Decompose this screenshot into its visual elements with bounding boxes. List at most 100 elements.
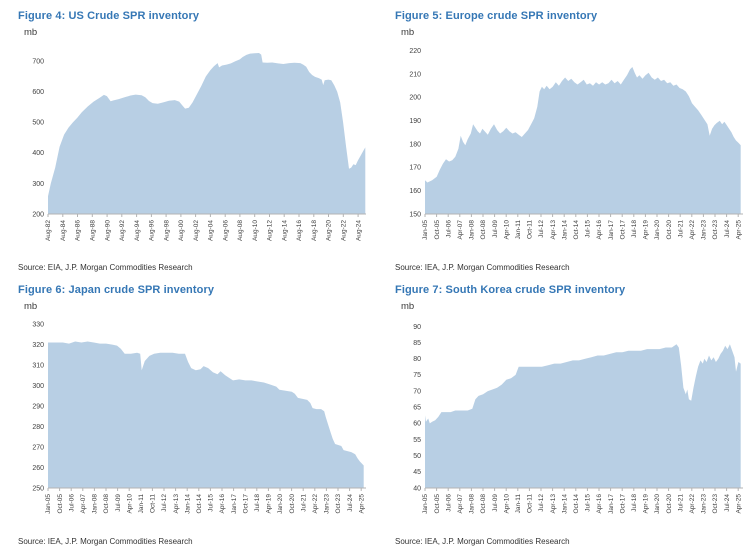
figure-4-unit-label: mb xyxy=(24,27,38,38)
x-tick-label: Aug-12 xyxy=(267,220,274,241)
x-tick-label: Jul-21 xyxy=(677,220,684,238)
x-tick-label: Apr-22 xyxy=(689,494,696,514)
x-tick-label: Jan-08 xyxy=(469,494,476,514)
x-tick-label: Jan-14 xyxy=(184,494,191,514)
x-tick-label: Oct-14 xyxy=(573,220,580,240)
x-tick-label: Aug-04 xyxy=(208,220,215,241)
x-tick-label: Apr-16 xyxy=(219,494,226,514)
x-tick-label: Jan-23 xyxy=(701,494,708,514)
x-tick-label: Jul-06 xyxy=(445,220,452,238)
x-tick-label: Jul-18 xyxy=(631,220,638,238)
y-tick-label: 500 xyxy=(32,120,44,127)
x-tick-label: Aug-24 xyxy=(355,220,362,241)
x-tick-label: Aug-86 xyxy=(75,220,82,241)
x-tick-label: Jul-15 xyxy=(208,494,215,512)
y-tick-label: 40 xyxy=(413,485,421,492)
y-tick-label: 210 xyxy=(409,71,421,78)
x-tick-label: Oct-05 xyxy=(434,494,441,514)
x-tick-label: Jan-20 xyxy=(654,494,661,514)
figure-5-title: Figure 5: Europe crude SPR inventory xyxy=(395,10,598,22)
x-tick-label: Aug-82 xyxy=(45,220,52,241)
y-tick-label: 250 xyxy=(32,485,44,492)
y-tick-label: 220 xyxy=(409,48,421,55)
area-series xyxy=(425,344,741,488)
x-tick-label: Apr-22 xyxy=(312,494,319,514)
x-tick-label: Oct-17 xyxy=(619,494,626,514)
x-tick-label: Aug-94 xyxy=(134,220,141,241)
y-tick-label: 700 xyxy=(32,59,44,66)
figure-6-source: Source: IEA, J.P. Morgan Commodities Res… xyxy=(18,537,193,546)
x-tick-label: Oct-11 xyxy=(527,494,534,513)
x-tick-label: Jan-17 xyxy=(231,494,238,514)
x-tick-label: Jul-24 xyxy=(724,494,731,512)
x-tick-label: Oct-23 xyxy=(335,494,342,514)
x-tick-label: Aug-84 xyxy=(60,220,67,241)
figure-6-unit-label: mb xyxy=(24,301,38,312)
figure-7-panel: Figure 7: South Korea crude SPR inventor… xyxy=(395,282,750,546)
x-tick-label: Aug-16 xyxy=(296,220,303,241)
x-tick-label: Oct-11 xyxy=(527,220,534,239)
area-series xyxy=(48,341,364,488)
x-tick-label: Aug-18 xyxy=(311,220,318,241)
x-tick-label: Apr-19 xyxy=(643,220,650,240)
x-tick-label: Jul-12 xyxy=(538,494,545,512)
x-tick-label: Apr-22 xyxy=(689,220,696,240)
x-tick-label: Jan-11 xyxy=(515,494,522,514)
x-tick-label: Oct-05 xyxy=(434,220,441,240)
x-tick-label: Aug-22 xyxy=(341,220,348,241)
y-tick-label: 180 xyxy=(409,141,421,148)
x-tick-label: Jan-05 xyxy=(45,494,52,514)
x-tick-label: Jul-09 xyxy=(492,220,499,238)
x-tick-label: Oct-20 xyxy=(289,494,296,514)
x-tick-label: Jul-12 xyxy=(161,494,168,512)
x-tick-label: Jul-21 xyxy=(677,494,684,512)
x-tick-label: Apr-16 xyxy=(596,220,603,240)
y-tick-label: 45 xyxy=(413,469,421,476)
figure-5-chart: 150 160 170 180 190 200 210 220 Jan-05 Oct-05 Jul-… xyxy=(395,40,750,261)
y-tick-label: 150 xyxy=(409,211,421,218)
x-tick-label: Oct-08 xyxy=(480,220,487,240)
y-tick-label: 600 xyxy=(32,89,44,96)
x-tick-label: Jan-23 xyxy=(701,220,708,240)
x-tick-label: Apr-19 xyxy=(643,494,650,514)
y-tick-label: 160 xyxy=(409,188,421,195)
x-tick-label: Aug-08 xyxy=(237,220,244,241)
x-tick-label: Aug-96 xyxy=(149,220,156,241)
x-tick-label: Jul-06 xyxy=(68,494,75,512)
figure-4-chart: 200 300 400 500 600 700 Aug-82 Aug-84 Aug-86 Aug-… xyxy=(18,40,395,261)
x-tick-label: Jul-06 xyxy=(445,494,452,512)
x-tick-label: Apr-07 xyxy=(457,494,464,514)
y-tick-label: 290 xyxy=(32,403,44,410)
x-tick-label: Jul-24 xyxy=(347,494,354,512)
figure-5-panel: Figure 5: Europe crude SPR inventory mb … xyxy=(395,8,750,272)
figure-5-source: Source: IEA, J.P. Morgan Commodities Res… xyxy=(395,263,570,272)
x-tick-label: Aug-14 xyxy=(281,220,288,241)
x-tick-label: Jul-09 xyxy=(115,494,122,512)
figure-6-title: Figure 6: Japan crude SPR inventory xyxy=(18,284,215,296)
x-tick-label: Oct-08 xyxy=(480,494,487,514)
x-tick-label: Apr-07 xyxy=(457,220,464,240)
x-tick-label: Jan-17 xyxy=(608,494,615,514)
area-series xyxy=(48,53,366,214)
x-tick-label: Jan-05 xyxy=(422,220,429,240)
y-tick-label: 280 xyxy=(32,424,44,431)
y-tick-label: 200 xyxy=(32,211,44,218)
x-tick-label: Apr-10 xyxy=(126,494,133,514)
figure-7-title: Figure 7: South Korea crude SPR inventor… xyxy=(395,284,626,296)
y-tick-label: 300 xyxy=(32,181,44,188)
x-tick-label: Apr-10 xyxy=(503,220,510,240)
y-tick-label: 65 xyxy=(413,405,421,412)
y-tick-label: 90 xyxy=(413,324,421,331)
y-tick-label: 200 xyxy=(409,95,421,102)
y-tick-label: 75 xyxy=(413,372,421,379)
x-tick-label: Aug-20 xyxy=(326,220,333,241)
y-tick-label: 60 xyxy=(413,421,421,428)
x-tick-label: Jan-08 xyxy=(469,220,476,240)
x-tick-label: Jan-11 xyxy=(515,220,522,240)
x-tick-label: Jan-14 xyxy=(561,220,568,240)
x-tick-label: Oct-20 xyxy=(666,494,673,514)
x-tick-label: Oct-08 xyxy=(103,494,110,514)
x-tick-label: Jan-05 xyxy=(422,494,429,514)
